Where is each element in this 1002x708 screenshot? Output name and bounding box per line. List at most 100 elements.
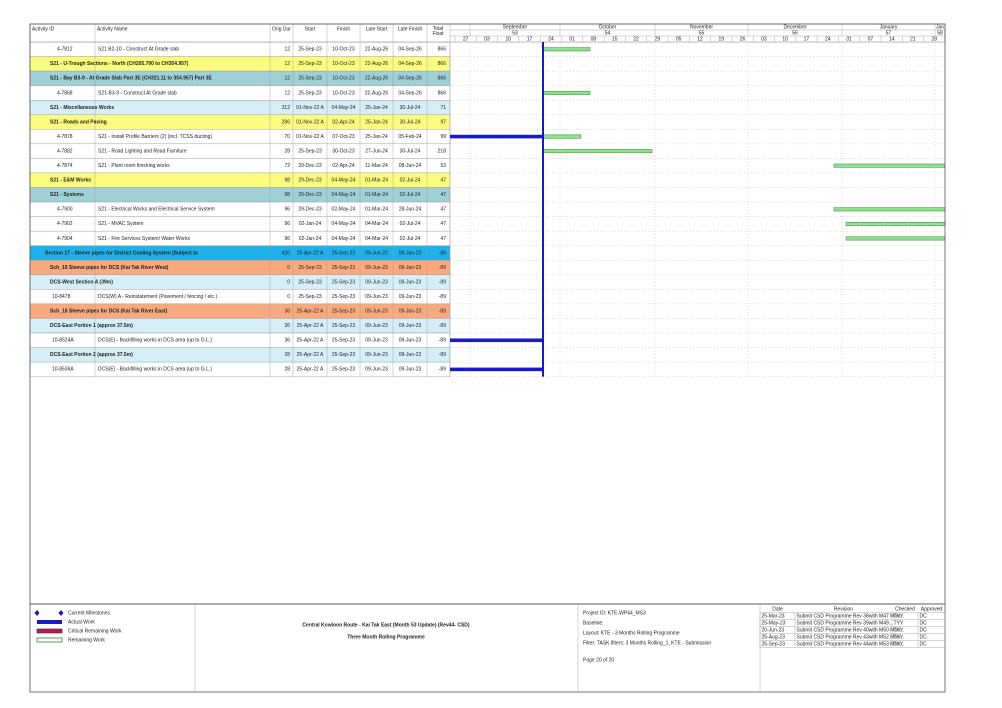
week-start-day: 07 bbox=[868, 37, 874, 43]
late-finish: 04-Sep-26 bbox=[398, 90, 422, 96]
late-finish: 09-Jun-23 bbox=[399, 367, 422, 373]
start: 25-Sep-23 bbox=[298, 76, 322, 82]
week-start-day: 24 bbox=[548, 37, 554, 43]
late-finish: 09-Jun-23 bbox=[399, 250, 422, 256]
start: 29-Dec-23 bbox=[298, 192, 322, 198]
finish: 04-May-24 bbox=[332, 221, 356, 227]
late-start: 09-Jun-23 bbox=[365, 279, 388, 285]
month-label: November bbox=[690, 24, 713, 30]
actual-work-bar bbox=[450, 338, 543, 343]
activity-name: DCS(E) - Backfilling works in DCS area (… bbox=[98, 338, 212, 344]
orig-dur: 0 bbox=[287, 265, 290, 271]
late-finish: 30-Jul-24 bbox=[400, 148, 421, 154]
revision-cell: TYY bbox=[894, 613, 904, 619]
subtitle: Three Month Rolling Programme bbox=[347, 634, 425, 640]
total-float: 71 bbox=[440, 105, 446, 111]
column-header: Late Finish bbox=[398, 26, 423, 32]
finish: 25-Sep-23 bbox=[332, 352, 356, 358]
total-float: 99 bbox=[440, 134, 446, 140]
activity-name: DCS(W) A - Reinstatement (Pavement / fen… bbox=[98, 294, 218, 300]
start: 25-Apr-22 A bbox=[297, 352, 324, 358]
late-start: 09-Jun-23 bbox=[365, 250, 388, 256]
revision-cell: 20-Jun-23 bbox=[762, 627, 785, 633]
start: 25-Sep-23 bbox=[298, 294, 322, 300]
revision-cell: TYY bbox=[894, 627, 904, 633]
week-start-day: 17 bbox=[804, 37, 810, 43]
total-float: 866 bbox=[438, 47, 447, 53]
start: 25-Apr-22 A bbox=[297, 338, 324, 344]
revision-header: Date bbox=[772, 607, 783, 613]
wbs-name: DCS-East Portion 2 (approx 37.5m) bbox=[50, 352, 133, 358]
project-info: Project ID: KTE-WP44_MS3 bbox=[583, 610, 646, 616]
revision-cell: DC bbox=[920, 620, 928, 626]
finish: 02-May-24 bbox=[332, 207, 356, 213]
late-start: 09-Jun-23 bbox=[365, 352, 388, 358]
week-start-day: 14 bbox=[889, 37, 895, 43]
late-start: 04-Mar-24 bbox=[365, 236, 388, 242]
revision-cell: TYY bbox=[894, 620, 904, 626]
week-start-day: 03 bbox=[761, 37, 767, 43]
start: 25-Sep-23 bbox=[298, 265, 322, 271]
activity-id: 4-7812 bbox=[57, 47, 73, 53]
orig-dur: 12 bbox=[284, 76, 290, 82]
finish: 30-Oct-23 bbox=[332, 148, 354, 154]
late-start: 25-Jan-24 bbox=[365, 119, 388, 125]
week-start-day: 12 bbox=[697, 37, 703, 43]
late-start: 25-Jan-24 bbox=[365, 105, 388, 111]
finish: 25-Sep-23 bbox=[332, 309, 356, 315]
orig-dur: 0 bbox=[287, 294, 290, 300]
week-number: 58 bbox=[937, 30, 943, 36]
week-start-day: 29 bbox=[655, 37, 661, 43]
orig-dur: 96 bbox=[284, 221, 290, 227]
week-start-day: 15 bbox=[612, 37, 618, 43]
start: 01-Nov-22 A bbox=[296, 134, 324, 140]
total-float: 218 bbox=[438, 148, 447, 154]
late-start: 27-Jun-24 bbox=[365, 148, 388, 154]
total-float: -89 bbox=[439, 279, 446, 285]
wbs-name: Sch_10 Sleeve pipes for DCS (Kai Tak Riv… bbox=[50, 265, 169, 271]
wbs-name: S21 - Roads and Paving bbox=[50, 119, 107, 125]
revision-cell: 25-Sep-23 bbox=[762, 641, 786, 647]
late-finish: 09-Jun-23 bbox=[399, 265, 422, 271]
total-float: 47 bbox=[440, 236, 446, 242]
revision-cell: TYY bbox=[894, 641, 904, 647]
actual-work-bar bbox=[450, 134, 543, 139]
activity-id: 4-7904 bbox=[57, 236, 73, 242]
late-start: 01-Mar-24 bbox=[365, 207, 388, 213]
remaining-work-icon bbox=[36, 637, 63, 643]
start: 02-Jan-24 bbox=[299, 236, 322, 242]
week-start-day: 17 bbox=[527, 37, 533, 43]
late-start: 09-Jun-23 bbox=[365, 367, 388, 373]
revision-header: Approved bbox=[921, 607, 943, 613]
total-float: -89 bbox=[439, 250, 446, 256]
orig-dur: 420 bbox=[282, 250, 291, 256]
orig-dur: 12 bbox=[284, 90, 290, 96]
week-start-day: 19 bbox=[718, 37, 724, 43]
finish: 25-Sep-23 bbox=[332, 323, 356, 329]
finish: 25-Sep-23 bbox=[332, 294, 356, 300]
start: 25-Apr-22 A bbox=[297, 309, 324, 315]
total-float: -89 bbox=[439, 323, 446, 329]
week-number: 57 bbox=[886, 30, 892, 36]
finish: 25-Sep-23 bbox=[332, 367, 356, 373]
start: 25-Sep-23 bbox=[298, 279, 322, 285]
column-header: Total Float bbox=[432, 26, 444, 37]
column-header: Activity ID bbox=[32, 26, 55, 32]
orig-dur: 36 bbox=[284, 309, 290, 315]
revision-cell: TYY bbox=[894, 634, 904, 640]
activity-id: 4-7868 bbox=[57, 90, 73, 96]
column-header: Activity Name bbox=[97, 26, 128, 32]
milestone-icon bbox=[58, 610, 64, 616]
orig-dur: 96 bbox=[284, 236, 290, 242]
finish: 25-Sep-23 bbox=[332, 250, 356, 256]
remaining-work-bar bbox=[833, 163, 946, 168]
start: 25-Apr-22 A bbox=[297, 367, 324, 373]
week-start-day: 26 bbox=[740, 37, 746, 43]
week-start-day: 03 bbox=[484, 37, 490, 43]
start: 02-Jan-24 bbox=[299, 221, 322, 227]
late-finish: 02-Jul-24 bbox=[400, 192, 421, 198]
remaining-work-bar bbox=[833, 207, 946, 212]
total-float: 866 bbox=[438, 61, 447, 67]
month-label: December bbox=[783, 24, 806, 30]
late-finish: 02-Jul-24 bbox=[400, 221, 421, 227]
